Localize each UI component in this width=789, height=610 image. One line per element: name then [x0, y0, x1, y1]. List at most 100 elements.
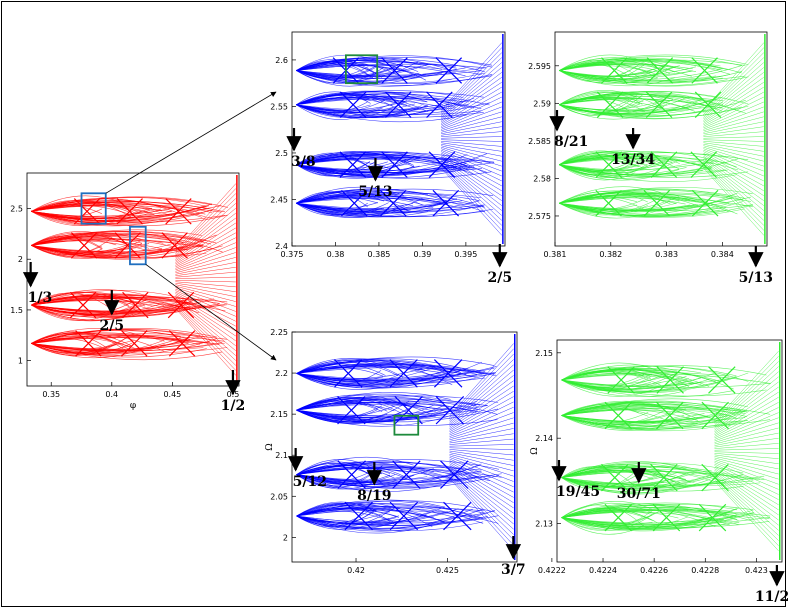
spectrum-line	[449, 452, 514, 466]
spectrum-line	[703, 151, 764, 182]
spectrum-line	[31, 337, 204, 344]
spectrum-line	[296, 202, 368, 216]
spectrum-line	[296, 99, 385, 113]
x-tick-label: 0.35	[42, 390, 60, 399]
spectrum-line	[449, 380, 514, 428]
x-tick-label: 0.4	[105, 390, 118, 399]
spectrum-line	[296, 101, 368, 113]
zoom-box	[129, 225, 147, 266]
spectrum-line	[714, 366, 779, 426]
spectrum-line	[175, 297, 236, 342]
spectrum-line	[561, 415, 709, 422]
spectrum-line	[175, 266, 236, 277]
y-tick-label: 2.2	[275, 369, 288, 378]
spectrum-line	[703, 106, 764, 130]
spectrum-line	[296, 508, 473, 530]
spectrum-line	[714, 468, 779, 511]
spectrum-line	[175, 222, 236, 263]
spectrum-line	[714, 480, 779, 552]
spectrum-line	[296, 409, 444, 422]
spectrum-line	[561, 409, 709, 417]
axes-box	[291, 331, 518, 563]
spectrum-line	[703, 146, 764, 167]
spectrum-line	[449, 460, 514, 493]
spectrum-line	[296, 406, 463, 416]
spectrum-line	[449, 450, 514, 461]
spectrum-line	[703, 101, 764, 129]
x-tick-label: 0.4226	[640, 566, 668, 575]
spectrum-line	[449, 359, 514, 421]
fraction-label: 1/2	[221, 398, 246, 414]
spectrum-node	[656, 366, 684, 394]
fraction-label: 13/34	[611, 152, 655, 168]
spectrum-main	[31, 175, 238, 384]
spectrum-line	[175, 303, 236, 361]
spectrum-line	[561, 517, 653, 526]
y-tick-label: 2.13	[535, 520, 553, 529]
spectrum-line	[449, 477, 514, 551]
spectrum-line	[296, 63, 487, 71]
x-tick-label: 0.38	[327, 250, 345, 259]
spectrum-node	[595, 189, 622, 217]
spectrum-line	[703, 47, 765, 112]
spectrum-line	[296, 470, 372, 483]
spectrum-line	[559, 164, 639, 171]
spectrum-line	[449, 468, 514, 519]
spectrum-node	[435, 57, 463, 84]
spectrum-line	[296, 70, 374, 84]
spectrum-node	[433, 359, 463, 388]
spectrum-line	[714, 473, 779, 526]
spectrum-line	[296, 67, 466, 78]
spectrum-node	[701, 463, 729, 492]
spectrum-line	[296, 474, 428, 482]
spectrum-line	[561, 504, 644, 527]
spectrum-line	[175, 188, 237, 253]
spectrum-line	[449, 465, 514, 509]
spectrum-line	[703, 72, 764, 120]
spectrum-line	[449, 453, 514, 472]
spectrum-node	[691, 189, 719, 217]
spectrum-line	[175, 276, 236, 280]
fraction-label: 5/13	[739, 270, 773, 286]
spectrum-node	[650, 151, 678, 178]
spectrum-line	[703, 142, 764, 152]
spectrum-line	[561, 379, 771, 388]
spectrum-line	[559, 102, 723, 112]
spectrum-line	[296, 466, 482, 475]
spectrum-line	[31, 239, 204, 248]
spectrum-line	[559, 197, 710, 205]
spectrum-line	[449, 447, 514, 450]
spectrum-line	[440, 155, 502, 197]
spectrum-line	[296, 409, 411, 423]
spectrum-line	[440, 157, 502, 201]
spectrum-line	[296, 190, 404, 204]
spectrum-node	[114, 232, 141, 259]
spectrum-node	[607, 366, 635, 394]
spectrum-line	[296, 409, 447, 419]
x-tick-label: 0.385	[367, 250, 390, 259]
spectrum-line	[559, 96, 641, 106]
spectrum-line	[175, 227, 236, 265]
spectrum-line	[714, 465, 779, 500]
spectrum-line	[296, 466, 372, 475]
y-tick-label: 2.575	[528, 212, 551, 221]
spectrum-line	[440, 160, 502, 211]
spectrum-line	[561, 373, 771, 384]
spectrum-line	[559, 99, 630, 112]
spectrum-line	[296, 161, 371, 174]
spectrum-line	[31, 231, 183, 246]
spectrum-line	[175, 293, 236, 327]
spectrum-line	[440, 72, 502, 120]
spectrum-line	[714, 457, 779, 475]
spectrum-line	[703, 121, 764, 135]
y-tick-label: 2.58	[533, 174, 551, 183]
spectrum-line	[175, 299, 236, 347]
spectrum-node	[379, 189, 407, 217]
spectrum-line	[703, 166, 765, 231]
spectrum-line	[714, 460, 779, 485]
spectrum-node	[595, 151, 623, 178]
spectrum-line	[703, 86, 764, 124]
y-tick-label: 2.5	[10, 205, 23, 214]
spectrum-line	[703, 57, 764, 115]
spectrum-line	[441, 126, 502, 136]
